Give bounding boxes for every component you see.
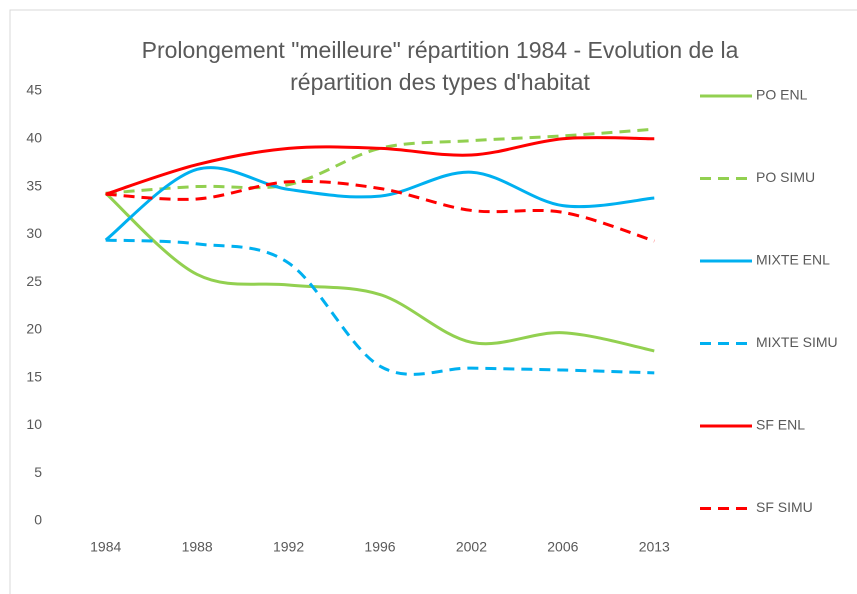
- legend-label: PO SIMU: [756, 169, 815, 185]
- legend-label: SF SIMU: [756, 499, 813, 515]
- x-tick-label: 1988: [182, 539, 213, 555]
- y-tick-label: 20: [26, 321, 42, 337]
- series-line: [105, 179, 655, 243]
- y-tick-label: 0: [34, 512, 42, 528]
- legend-label: MIXTE SIMU: [756, 334, 838, 350]
- x-tick-label: 1996: [364, 539, 395, 555]
- y-tick-label: 15: [26, 368, 42, 384]
- y-tick-label: 25: [26, 273, 42, 289]
- series-line: [105, 136, 655, 196]
- x-tick-label: 1992: [273, 539, 304, 555]
- x-tick-label: 2002: [456, 539, 487, 555]
- series-line: [105, 127, 655, 195]
- y-tick-label: 10: [26, 416, 42, 432]
- x-tick-label: 1984: [90, 539, 121, 555]
- x-tick-label: 2013: [639, 539, 670, 555]
- legend-label: PO ENL: [756, 87, 808, 103]
- y-tick-label: 30: [26, 225, 42, 241]
- legend-label: MIXTE ENL: [756, 252, 830, 268]
- y-tick-label: 40: [26, 129, 42, 145]
- series-line: [105, 238, 655, 376]
- y-tick-label: 45: [26, 82, 42, 98]
- chart-title: Prolongement "meilleure" répartition 198…: [141, 37, 739, 95]
- y-tick-label: 35: [26, 177, 42, 193]
- legend-label: SF ENL: [756, 417, 805, 433]
- chart-frame: [9, 9, 857, 594]
- x-tick-label: 2006: [547, 539, 578, 555]
- series-line: [104, 192, 655, 353]
- series-line: [104, 166, 655, 242]
- y-tick-label: 5: [34, 464, 42, 480]
